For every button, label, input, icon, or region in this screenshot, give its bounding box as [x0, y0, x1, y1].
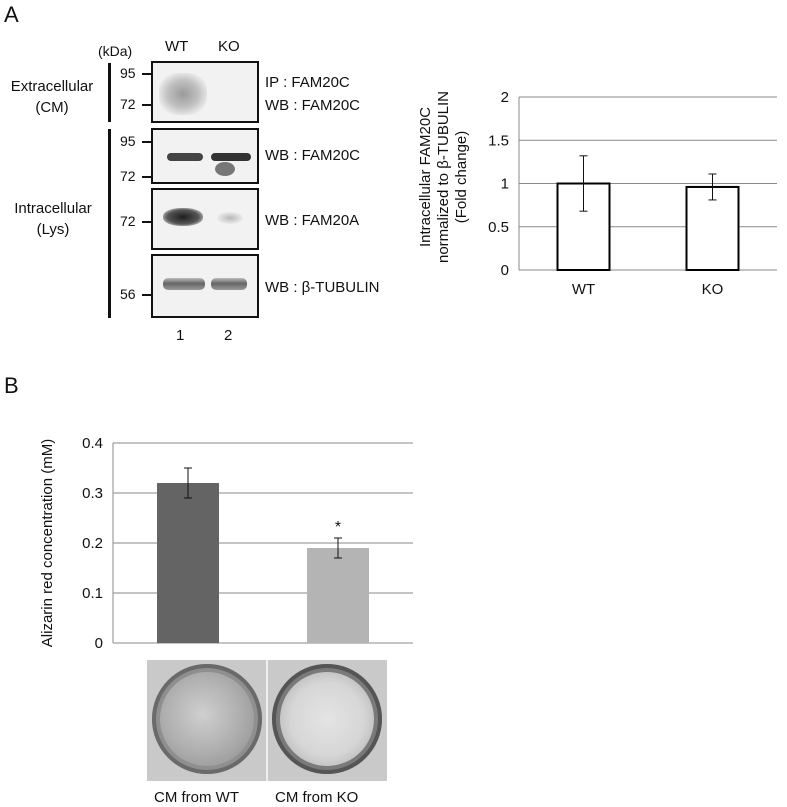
bar-first: [157, 483, 219, 643]
marker-tick: [142, 73, 151, 75]
bar-second: [685, 185, 740, 272]
band-extracellular-wt: [159, 73, 207, 115]
blot-ip-fam20c: [151, 61, 259, 123]
marker-95-blot1: 95: [120, 65, 136, 81]
kda-label: (kDa): [98, 43, 133, 59]
blot-beta-tubulin: [151, 254, 259, 318]
plate-divider: [266, 660, 268, 781]
marker-72-blot1: 72: [120, 96, 136, 112]
lane-header-wt: WT: [165, 38, 189, 55]
group-extracellular-line1: Extracellular: [10, 78, 94, 95]
label-wb-fam20a: WB : FAM20A: [265, 212, 360, 229]
label-wb-fam20c-cm: WB : FAM20C: [265, 97, 361, 114]
y-axis-label: normalized to β-TUBULIN: [435, 91, 452, 263]
label-wb-beta-tubulin: WB : β-TUBULIN: [265, 279, 380, 296]
marker-tick: [142, 141, 151, 143]
x-category-label: KO: [702, 281, 724, 298]
y-axis-label: (Fold change): [453, 131, 470, 224]
y-tick-label: 0.4: [82, 435, 103, 452]
y-tick-label: 0.2: [82, 535, 103, 552]
marker-tick: [142, 176, 151, 178]
y-tick-label: 1.5: [488, 132, 509, 149]
marker-tick: [142, 104, 151, 106]
bracket-extracellular: [108, 63, 111, 122]
y-tick-label: 2: [501, 89, 509, 106]
bar-second: [307, 548, 369, 643]
plate-photo-panel: [147, 660, 387, 781]
plate-label-ko: CM from KO: [275, 789, 359, 806]
marker-tick: [142, 294, 151, 296]
y-tick-label: 0: [95, 635, 103, 652]
band-fam20a-ko: [217, 212, 243, 224]
label-wb-fam20c-lys: WB : FAM20C: [265, 147, 361, 164]
marker-72-blot3: 72: [120, 213, 136, 229]
x-category-label: WT: [572, 281, 595, 298]
marker-72-blot2: 72: [120, 168, 136, 184]
y-axis-label: Intracellular FAM20C: [417, 107, 434, 247]
plate-label-wt: CM from WT: [154, 789, 239, 806]
lane-header-ko: KO: [218, 38, 240, 55]
band-fam20a-wt: [163, 208, 203, 226]
significance-marker: *: [335, 519, 341, 536]
band-fam20c-ko: [211, 153, 251, 161]
y-tick-label: 0: [501, 262, 509, 279]
plate-ko-stain: [280, 672, 374, 766]
panel-b-letter: B: [4, 373, 19, 398]
marker-95-blot2: 95: [120, 133, 136, 149]
blot-fam20c-lys: [151, 128, 259, 184]
band-tubulin-wt: [163, 278, 205, 290]
group-label-intracellular: Intracellular (Lys): [0, 198, 106, 240]
y-axis-label: Alizarin red concentration (mM): [39, 439, 56, 647]
label-ip-fam20c: IP : FAM20C: [265, 74, 350, 91]
blot-fam20a: [151, 188, 259, 250]
y-tick-label: 0.1: [82, 585, 103, 602]
marker-tick: [142, 221, 151, 223]
y-tick-label: 0.3: [82, 485, 103, 502]
lane-number-2: 2: [224, 327, 233, 344]
group-label-extracellular: Extracellular (CM): [0, 76, 104, 118]
y-tick-label: 1: [501, 176, 509, 193]
lane-number-1: 1: [176, 327, 185, 344]
band-tubulin-ko: [211, 278, 247, 290]
band-fam20c-wt: [167, 153, 203, 161]
group-extracellular-line2: (CM): [35, 99, 69, 116]
plate-wt-stain: [160, 672, 254, 766]
marker-56-blot4: 56: [120, 286, 136, 302]
group-intracellular-line1: Intracellular: [14, 200, 92, 217]
panel-a-letter: A: [4, 2, 19, 27]
y-tick-label: 0.5: [488, 219, 509, 236]
plate-wt: [152, 664, 262, 774]
group-intracellular-line2: (Lys): [36, 221, 70, 238]
plate-ko: [272, 664, 382, 774]
bracket-intracellular: [108, 129, 111, 318]
band-fam20c-ko-smear: [215, 162, 235, 176]
